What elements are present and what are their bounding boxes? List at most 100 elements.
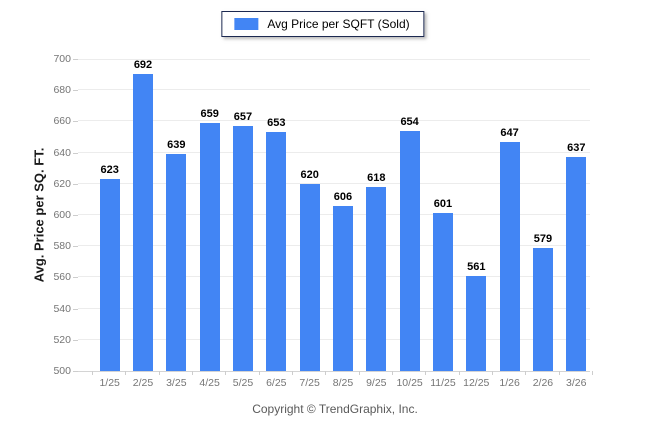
bar-value-label: 692 — [133, 59, 153, 71]
bar-cell: 647 — [493, 59, 526, 371]
bar-cell: 657 — [226, 59, 259, 371]
y-axis-tick-mark — [73, 59, 78, 60]
x-axis-tick-mark — [425, 371, 427, 375]
bars-container: 623 692 639 659 657 653 620 606 618 654 601 561 647 5… — [92, 59, 593, 375]
y-axis-tick-label: 680 — [53, 84, 71, 97]
x-axis-tick-label: 12/25 — [463, 377, 490, 389]
plot-area: 623 692 639 659 657 653 620 606 618 654 601 561 647 5… — [78, 59, 593, 389]
bar-cell: 692 — [126, 59, 159, 371]
x-axis-tick-mark — [492, 371, 493, 375]
bar-value-label: 654 — [400, 115, 419, 128]
bar-value-label: 659 — [200, 107, 219, 120]
legend-swatch-icon — [234, 18, 259, 30]
x-axis-tick-label: 9/25 — [366, 377, 387, 389]
bar[interactable] — [466, 275, 487, 371]
bar-value-label: 618 — [367, 171, 386, 184]
bar-cell: 637 — [560, 59, 593, 371]
y-axis-tick-label: 580 — [53, 240, 71, 253]
bar[interactable] — [432, 213, 453, 371]
x-axis-tick-mark — [325, 371, 327, 375]
copyright-text: Copyright © TrendGraphix, Inc. — [252, 402, 418, 416]
bar-value-label: 653 — [267, 117, 286, 130]
bar[interactable] — [232, 126, 253, 371]
bar-value-label: 623 — [100, 164, 119, 177]
bar[interactable] — [566, 157, 587, 371]
x-axis-tick-mark — [192, 371, 193, 375]
bar-cell: 659 — [193, 59, 226, 371]
y-axis-tick-label: 660 — [53, 115, 71, 128]
bar[interactable] — [132, 74, 153, 371]
legend-label: Avg Price per SQFT (Sold) — [267, 17, 410, 31]
y-axis-tick-mark — [73, 121, 78, 123]
y-axis-tick-mark — [73, 246, 78, 248]
bar[interactable] — [266, 132, 287, 371]
bar[interactable] — [366, 186, 387, 371]
y-axis-tick-mark — [73, 215, 78, 216]
bar[interactable] — [399, 130, 420, 371]
y-axis-tick-label: 620 — [53, 177, 71, 190]
x-axis-tick-mark — [92, 371, 93, 375]
x-axis-tick-mark — [158, 371, 160, 375]
bar-value-label: 639 — [167, 139, 186, 152]
y-axis-tick-mark — [73, 152, 78, 154]
x-axis-tick-mark — [525, 371, 527, 375]
x-axis-tick-mark — [392, 371, 393, 375]
bar-cell: 579 — [526, 59, 559, 371]
bar-cell: 620 — [293, 59, 326, 371]
y-axis-tick-label: 500 — [53, 365, 71, 377]
bar-value-label: 647 — [500, 126, 519, 139]
bar[interactable] — [99, 179, 120, 371]
x-axis-tick-label: 3/26 — [566, 377, 587, 389]
bar-value-label: 579 — [533, 232, 553, 245]
gridline — [78, 151, 590, 153]
x-axis-tick-label: 2/25 — [132, 377, 154, 389]
x-axis-tick-label: 8/25 — [332, 377, 354, 389]
bar-value-label: 620 — [300, 168, 319, 181]
x-axis-tick-mark — [358, 371, 360, 375]
x-axis-tick-label: 1/25 — [99, 377, 120, 389]
x-axis-tick-mark — [225, 371, 227, 375]
bar-value-label: 606 — [333, 190, 353, 203]
bar-cell: 561 — [460, 59, 493, 371]
gridline — [78, 59, 590, 60]
bar[interactable] — [199, 122, 220, 371]
x-axis-tick-mark — [125, 371, 127, 375]
bar[interactable] — [499, 141, 520, 371]
bar[interactable] — [332, 205, 353, 371]
x-axis-tick-label: 3/25 — [166, 377, 187, 389]
x-axis-tick-mark — [292, 371, 293, 375]
x-axis-labels: 1/25 2/25 3/25 4/25 5/25 6/25 7/25 8/25 9/25 10/2… — [93, 371, 593, 389]
y-axis-tick-label: 540 — [53, 302, 71, 315]
y-axis-tick-mark — [73, 277, 78, 279]
y-axis-tick-mark — [73, 308, 78, 310]
x-axis-tick-mark — [258, 371, 260, 375]
legend: Avg Price per SQFT (Sold) — [221, 11, 425, 37]
y-axis-tick-mark — [73, 339, 78, 341]
y-axis-tick-label: 700 — [53, 53, 71, 65]
x-axis-tick-label: 10/25 — [396, 377, 423, 389]
bar[interactable] — [532, 247, 553, 371]
bar[interactable] — [166, 154, 187, 371]
x-axis-tick-mark — [592, 371, 593, 375]
bar-cell: 623 — [93, 59, 126, 371]
y-axis-tick-mark — [73, 183, 78, 185]
bar-cell: 654 — [393, 59, 426, 371]
bar-value-label: 561 — [467, 260, 486, 273]
bar-cell: 606 — [326, 59, 359, 371]
x-axis-tick-mark — [558, 371, 560, 375]
bar-cell: 639 — [160, 59, 193, 371]
x-axis-tick-label: 7/25 — [299, 377, 320, 389]
x-axis-tick-label: 6/25 — [266, 377, 287, 389]
y-axis-tick-label: 640 — [53, 146, 71, 159]
bar-value-label: 601 — [433, 198, 453, 211]
x-axis-tick-label: 11/25 — [430, 377, 456, 389]
bar-cell: 618 — [360, 59, 393, 371]
gridline — [78, 182, 590, 184]
y-axis-tick-mark — [73, 371, 78, 372]
y-axis-tick-label: 520 — [53, 333, 71, 346]
x-axis-tick-label: 1/26 — [499, 377, 520, 389]
y-axis-tick-label: 560 — [53, 271, 71, 284]
x-axis-tick-label: 5/25 — [232, 377, 254, 389]
bar[interactable] — [299, 183, 320, 371]
